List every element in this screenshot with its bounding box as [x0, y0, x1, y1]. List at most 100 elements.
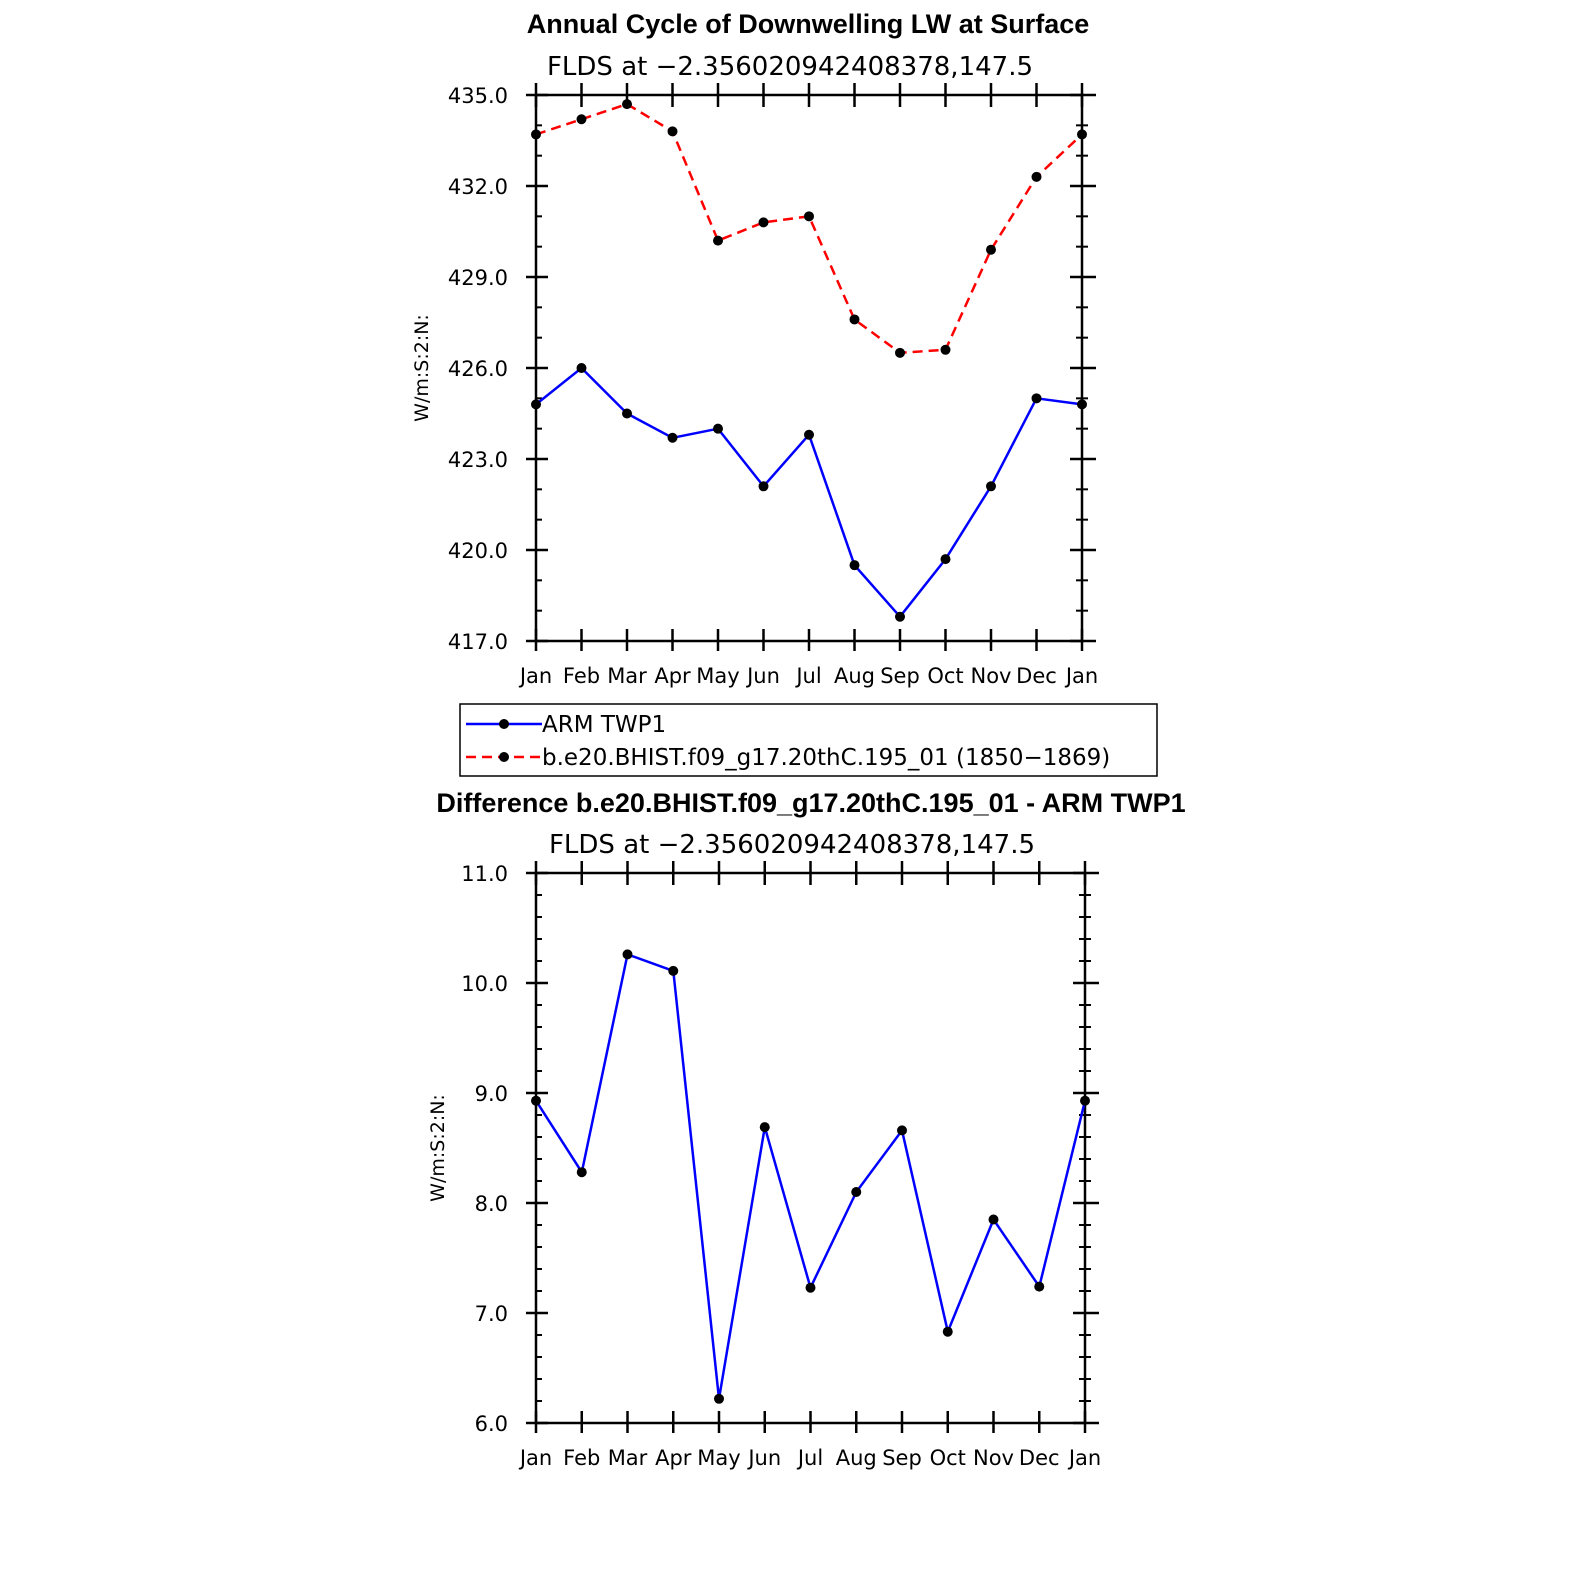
data-point: [849, 560, 860, 571]
data-point: [531, 1095, 541, 1106]
x-tick-label: Apr: [654, 664, 691, 688]
x-tick-label: Jun: [745, 664, 780, 688]
axis-ticks: [526, 83, 1096, 651]
y-tick-label: 6.0: [475, 1412, 508, 1436]
legend-marker-model: [499, 752, 509, 762]
x-tick-label: Nov: [973, 1446, 1014, 1470]
data-point: [576, 363, 587, 373]
data-point: [668, 965, 679, 976]
data-point: [942, 1326, 953, 1337]
data-point: [759, 1122, 770, 1133]
data-point: [804, 211, 814, 222]
data-point: [895, 611, 905, 622]
data-point: [1080, 1095, 1090, 1106]
y-tick-label: 417.0: [448, 630, 508, 654]
data-point: [1031, 393, 1042, 404]
data-point: [986, 244, 996, 255]
chart-title: Difference b.e20.BHIST.f09_g17.20thC.195…: [436, 788, 1185, 818]
series-line: [534, 952, 1087, 1400]
y-tick-label: 10.0: [461, 972, 508, 996]
x-tick-label: Dec: [1016, 664, 1057, 688]
x-tick-label: Oct: [927, 664, 963, 688]
data-point: [576, 1167, 587, 1178]
x-tick-label: Feb: [563, 1446, 600, 1470]
y-tick-label: 9.0: [475, 1082, 508, 1106]
data-point: [622, 408, 632, 419]
difference-chart: Difference b.e20.BHIST.f09_g17.20thC.195…: [427, 788, 1186, 1470]
x-tick-label: Apr: [655, 1446, 692, 1470]
chart-subtitle: FLDS at −2.356020942408378,147.5: [549, 830, 1035, 860]
series-layer: [531, 99, 1087, 622]
legend-label-arm: ARM TWP1: [542, 712, 666, 738]
y-tick-label: 435.0: [448, 84, 508, 108]
annual-cycle-chart: Annual Cycle of Downwelling LW at Surfac…: [411, 9, 1098, 688]
data-point: [897, 1125, 907, 1136]
data-point: [713, 235, 723, 246]
data-point: [758, 217, 769, 228]
data-point: [622, 99, 632, 110]
data-point: [576, 114, 587, 125]
series-layer: [531, 949, 1090, 1404]
legend: ARM TWP1 b.e20.BHIST.f09_g17.20thC.195_0…: [459, 703, 1158, 777]
x-tick-label: Aug: [836, 1446, 877, 1470]
legend-box: [459, 703, 1158, 777]
x-tick-label: Jul: [794, 664, 821, 688]
y-tick-label: 8.0: [475, 1192, 508, 1216]
series-line: [535, 366, 1083, 619]
data-point: [986, 481, 996, 492]
x-tick-label: Jan: [518, 664, 552, 688]
data-point: [1077, 129, 1087, 140]
data-point: [531, 129, 541, 140]
data-point: [849, 314, 860, 325]
x-tick-label: Aug: [834, 664, 875, 688]
data-point: [1077, 399, 1087, 410]
x-tick-label: Mar: [607, 664, 647, 688]
x-tick-label: Sep: [880, 664, 920, 688]
data-point: [622, 949, 633, 960]
x-tick-label: Sep: [882, 1446, 922, 1470]
x-tick-label: Jan: [1064, 664, 1098, 688]
x-tick-label: Oct: [930, 1446, 966, 1470]
x-tick-label: Jan: [518, 1446, 552, 1470]
y-tick-label: 420.0: [448, 539, 508, 563]
data-point: [714, 1393, 724, 1404]
y-axis-label: W/m:S:2:N:: [411, 314, 433, 422]
x-tick-label: May: [696, 664, 739, 688]
data-point: [940, 554, 951, 565]
x-tick-label: May: [697, 1446, 740, 1470]
y-tick-label: 429.0: [448, 266, 508, 290]
data-point: [851, 1187, 862, 1197]
data-point: [758, 481, 769, 492]
y-tick-labels: 417.0 420.0 423.0 426.0 429.0 432.0 435.0: [448, 84, 508, 654]
series-line: [535, 102, 1083, 355]
x-tick-label: Jul: [796, 1446, 823, 1470]
data-point: [988, 1214, 999, 1225]
data-point: [667, 126, 678, 137]
data-point: [713, 423, 723, 434]
y-tick-labels: 6.0 7.0 8.0 9.0 10.0 11.0: [461, 862, 508, 1436]
plot-frame: [534, 871, 1087, 1425]
x-tick-label: Feb: [563, 664, 600, 688]
chart-subtitle: FLDS at −2.356020942408378,147.5: [547, 52, 1033, 82]
y-tick-label: 423.0: [448, 448, 508, 472]
y-tick-label: 7.0: [475, 1302, 508, 1326]
x-tick-labels: Jan Feb Mar Apr May Jun Jul Aug Sep Oct Nov Dec Jan: [518, 664, 1098, 688]
legend-label-model: b.e20.BHIST.f09_g17.20thC.195_01 (1850−1…: [542, 745, 1110, 771]
x-tick-labels: Jan Feb Mar Apr May Jun Jul Aug Sep Oct Nov Dec Jan: [518, 1446, 1101, 1470]
data-point: [805, 1282, 816, 1293]
plot-frame: [534, 93, 1084, 643]
data-point: [940, 344, 951, 355]
x-tick-label: Mar: [608, 1446, 648, 1470]
legend-marker-arm: [499, 719, 509, 729]
data-point: [1031, 171, 1042, 182]
data-point: [667, 432, 678, 443]
y-tick-label: 11.0: [461, 862, 508, 886]
data-point: [804, 429, 814, 440]
chart-title: Annual Cycle of Downwelling LW at Surfac…: [527, 9, 1090, 39]
y-axis-label: W/m:S:2:N:: [427, 1094, 449, 1202]
data-point: [895, 347, 905, 358]
data-point: [531, 399, 541, 410]
x-tick-label: Jan: [1067, 1446, 1101, 1470]
axis-ticks: [526, 861, 1099, 1433]
